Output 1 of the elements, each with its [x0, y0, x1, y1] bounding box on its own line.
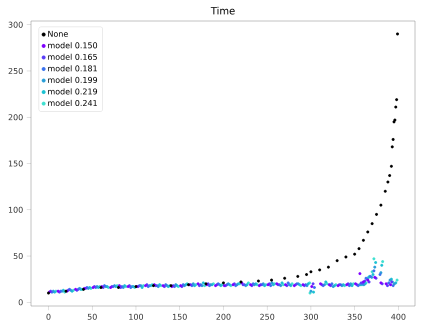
chart-title: Time [210, 6, 235, 14]
